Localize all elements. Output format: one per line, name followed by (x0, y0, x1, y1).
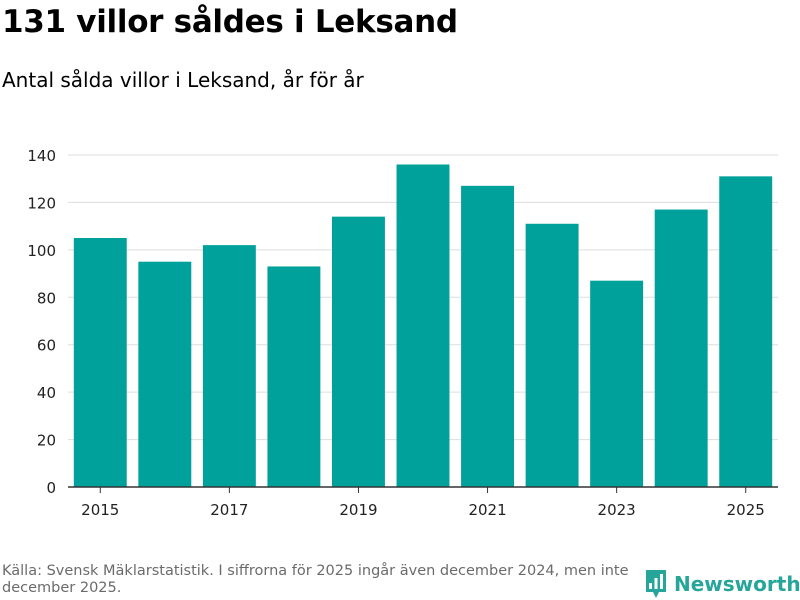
bar-2020 (396, 164, 450, 487)
y-tick-label-120: 120 (27, 194, 56, 212)
y-tick-label-80: 80 (37, 289, 56, 307)
bar-2025 (719, 176, 773, 488)
newsworthy-logo[interactable]: Newsworthy (644, 568, 800, 600)
x-tick-label-2021: 2021 (468, 501, 506, 519)
bar-2015 (73, 238, 127, 487)
source-note: Källa: Svensk Mäklarstatistik. I siffror… (2, 563, 629, 596)
y-tick-label-40: 40 (37, 384, 56, 402)
bar-2017 (202, 245, 256, 487)
y-tick-label-0: 0 (46, 479, 56, 497)
x-tick-label-2025: 2025 (727, 501, 765, 519)
chart-title: 131 villor såldes i Leksand (2, 4, 458, 40)
chart-subtitle: Antal sålda villor i Leksand, år för år (2, 68, 364, 92)
bar-2024 (654, 209, 708, 488)
newsworthy-logo-text: Newsworthy (674, 572, 800, 596)
bar-chart: 0 20 40 60 80 100 120 140 2015 2017 2019 2021 2023 20… (27, 147, 778, 519)
bar-2018 (267, 266, 321, 487)
x-tick-label-2017: 2017 (210, 501, 248, 519)
x-tick-label-2015: 2015 (81, 501, 119, 519)
y-tick-label-60: 60 (37, 337, 56, 355)
bar-2016 (138, 261, 192, 487)
newsworthy-logo-icon (646, 570, 666, 598)
x-tick-label-2023: 2023 (598, 501, 636, 519)
x-tick-label-2019: 2019 (339, 501, 377, 519)
bar-2022 (525, 223, 579, 487)
bar-2021 (461, 185, 515, 488)
y-tick-label-140: 140 (27, 147, 56, 165)
y-tick-label-20: 20 (37, 432, 56, 450)
bar-2023 (590, 280, 644, 487)
y-tick-label-100: 100 (27, 242, 56, 260)
bar-2019 (331, 216, 385, 487)
